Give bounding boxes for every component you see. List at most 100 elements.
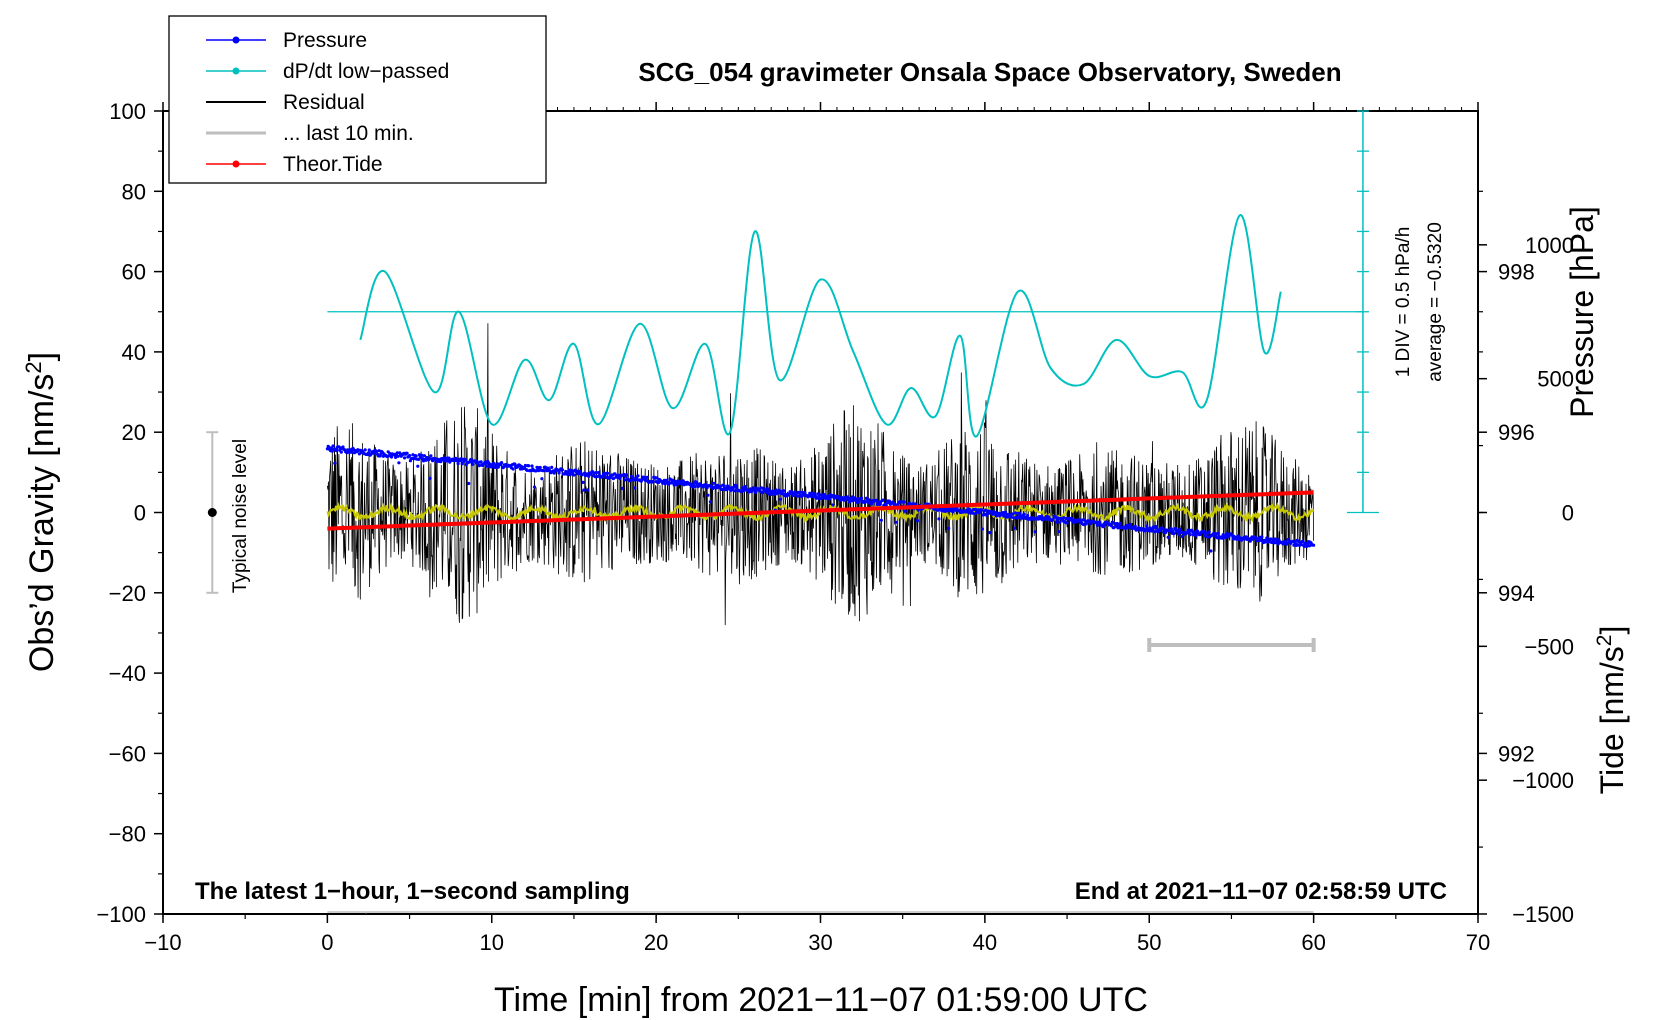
pressure-point	[798, 490, 802, 494]
pressure-point	[367, 448, 371, 452]
pressure-point	[1248, 539, 1252, 543]
pressure-point	[523, 463, 528, 468]
pressure-point	[1172, 532, 1176, 536]
tide-tick-label: 500	[1537, 367, 1574, 392]
pressure-point	[947, 526, 951, 531]
pressure-point	[443, 456, 447, 460]
pressure-tick-label: 992	[1498, 741, 1535, 766]
y-tick-label: 40	[122, 340, 146, 365]
pressure-point	[412, 457, 417, 461]
pressure-point	[395, 451, 399, 455]
pressure-point	[894, 520, 898, 524]
pressure-point	[611, 477, 616, 481]
pressure-point	[350, 450, 354, 454]
pressure-point	[1056, 516, 1060, 520]
pressure-point	[706, 493, 710, 497]
pressure-point	[403, 456, 407, 460]
y-tick-label: 100	[109, 99, 146, 124]
pressure-point	[1168, 529, 1172, 533]
pressure-point	[535, 465, 539, 469]
pressure-point	[1065, 521, 1069, 525]
pressure-point	[768, 489, 773, 493]
chart-title: SCG_054 gravimeter Onsala Space Observat…	[638, 57, 1341, 87]
y-tick-label: 60	[122, 260, 146, 285]
pressure-point	[1011, 512, 1015, 516]
legend: Pressure dP/dt low−passed Residual ... last…	[168, 15, 547, 184]
pressure-point	[636, 474, 640, 478]
pressure-point	[864, 500, 868, 504]
pressure-point	[671, 478, 675, 482]
pressure-point	[937, 517, 941, 521]
pressure-point	[857, 500, 861, 504]
pressure-point	[1177, 532, 1181, 536]
pressure-point	[903, 509, 907, 513]
pressure-point	[560, 468, 565, 472]
residual-series	[327, 323, 1314, 626]
pressure-point	[655, 476, 659, 480]
pressure-point	[1145, 524, 1149, 528]
pressure-point	[988, 531, 992, 535]
tide-tick-label: −500	[1524, 634, 1574, 659]
pressure-point	[1227, 535, 1231, 539]
pressure-point	[1062, 516, 1066, 520]
pressure-point	[837, 495, 842, 500]
y-tick-label: 0	[134, 501, 146, 526]
y-tick-label: −100	[96, 902, 146, 927]
pressure-point	[585, 472, 589, 476]
pressure-point	[1155, 526, 1159, 530]
tide-tick-label: −1500	[1512, 902, 1574, 927]
pressure-point	[911, 502, 916, 506]
pressure-point	[827, 497, 832, 501]
pressure-point	[333, 461, 337, 465]
pressure-point	[633, 486, 637, 490]
pressure-point	[416, 464, 420, 468]
pressure-point	[397, 461, 401, 465]
tide-line	[327, 490, 1314, 531]
noise-level-bar	[206, 431, 219, 594]
pressure-point	[1232, 534, 1236, 539]
dpdt-series	[327, 214, 1363, 438]
legend-marker	[232, 67, 240, 75]
pressure-point	[532, 485, 537, 489]
pressure-point	[718, 484, 722, 488]
pressure-point	[951, 510, 955, 514]
pressure-point	[1209, 549, 1213, 553]
x-tick-label: 40	[973, 930, 997, 955]
pressure-point	[712, 481, 716, 485]
pressure-point	[817, 494, 821, 498]
pressure-point	[945, 508, 949, 513]
pressure-point	[722, 484, 726, 488]
pressure-point	[778, 497, 782, 501]
pressure-point	[1054, 520, 1058, 524]
pressure-point	[1207, 530, 1211, 534]
pressure-point	[485, 464, 489, 468]
pressure-point	[777, 488, 782, 492]
pressure-point	[624, 473, 629, 477]
pressure-point	[1021, 515, 1025, 519]
legend-marker	[232, 160, 240, 168]
x-tick-label: 0	[321, 930, 333, 955]
pressure-point	[801, 493, 805, 497]
pressure-point	[1206, 535, 1210, 539]
pressure-point	[916, 508, 920, 512]
pressure-point	[417, 457, 421, 461]
pressure-point	[396, 454, 400, 458]
pressure-point	[1116, 526, 1120, 530]
pressure-point	[408, 454, 412, 458]
pressure-point	[1022, 512, 1026, 517]
pressure-point	[420, 453, 424, 457]
pressure-point	[537, 469, 541, 473]
pressure-point	[878, 502, 882, 507]
pressure-point	[795, 494, 800, 498]
pressure-point	[467, 481, 471, 486]
x-axis-title: Time [min] from 2021−11−07 01:59:00 UTC	[494, 981, 1148, 1019]
pressure-point	[1012, 516, 1016, 520]
y-tick-label: −60	[109, 741, 146, 766]
pressure-point	[735, 485, 739, 489]
end-time-note: End at 2021−11−07 02:58:59 UTC	[1075, 878, 1447, 905]
pressure-point	[1012, 526, 1017, 531]
pressure-point	[1013, 511, 1017, 515]
pressure-point	[427, 456, 431, 460]
pressure-point	[1260, 535, 1264, 539]
pressure-point	[1169, 527, 1173, 531]
